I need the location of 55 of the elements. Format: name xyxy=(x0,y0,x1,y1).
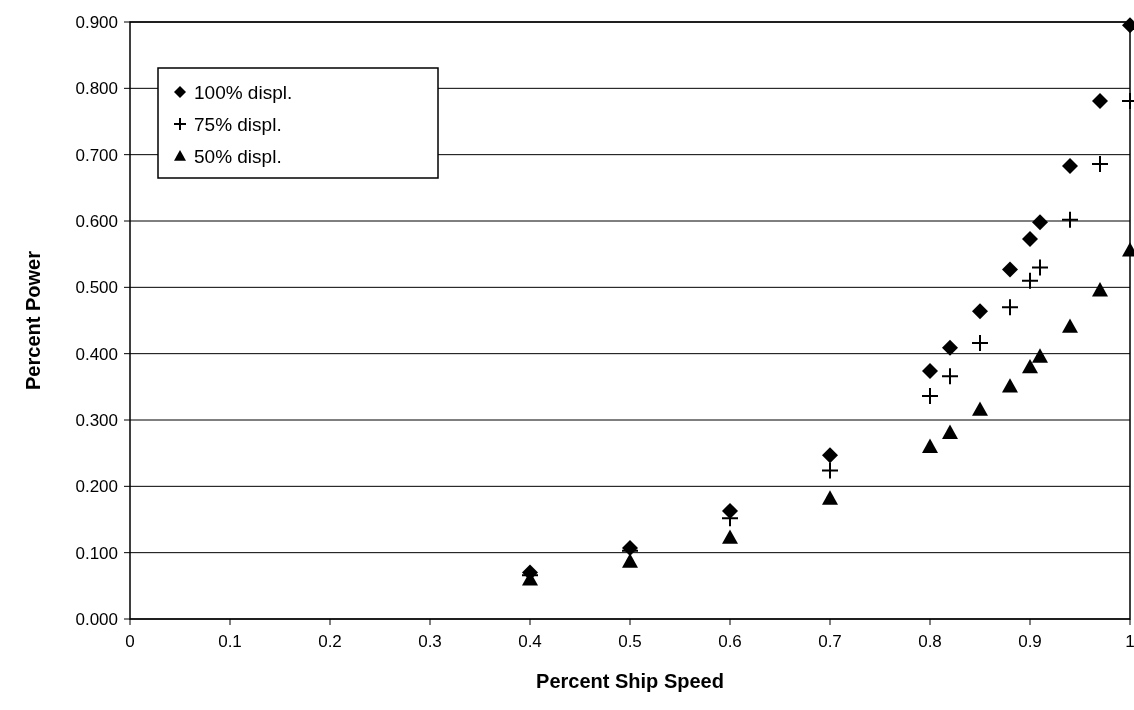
point xyxy=(921,387,939,406)
y-tick-label: 0.600 xyxy=(75,211,118,231)
y-tick-label: 0.500 xyxy=(75,278,118,298)
point xyxy=(1062,157,1078,174)
x-tick-label: 0 xyxy=(125,632,135,651)
x-tick-label: 1 xyxy=(1125,632,1134,651)
point xyxy=(942,339,958,356)
point xyxy=(1092,92,1108,109)
y-axis-title: Percent Power xyxy=(22,250,44,390)
x-tick-label: 0.5 xyxy=(618,632,642,651)
point xyxy=(821,461,839,480)
point xyxy=(941,367,959,386)
point xyxy=(1092,281,1108,297)
x-tick-label: 0.3 xyxy=(418,632,442,651)
point xyxy=(1062,318,1078,333)
x-tick-label: 0.6 xyxy=(718,632,742,651)
point xyxy=(1002,261,1018,278)
x-tick-label: 0.1 xyxy=(218,632,242,651)
y-tick-label: 0.900 xyxy=(75,12,118,32)
legend-label: 50% displ. xyxy=(194,145,282,167)
point xyxy=(722,529,738,544)
point xyxy=(1022,358,1038,374)
legend-label: 100% displ. xyxy=(194,81,293,103)
point xyxy=(971,334,989,353)
point xyxy=(1002,378,1018,393)
point xyxy=(922,362,938,379)
point xyxy=(822,447,838,464)
point xyxy=(622,553,638,568)
x-tick-label: 0.2 xyxy=(318,632,342,651)
y-tick-label: 0.000 xyxy=(75,609,118,629)
point xyxy=(1032,214,1048,231)
y-tick-label: 0.700 xyxy=(75,145,118,165)
y-tick-label: 0.800 xyxy=(75,79,118,99)
x-axis-title: Percent Ship Speed xyxy=(536,670,724,692)
point xyxy=(1001,298,1019,317)
y-tick-label: 0.400 xyxy=(75,344,118,364)
legend-label: 75% displ. xyxy=(194,113,282,135)
point xyxy=(922,438,938,453)
y-tick-label: 0.100 xyxy=(75,543,118,563)
point xyxy=(1091,154,1109,173)
y-tick-label: 0.200 xyxy=(75,477,118,497)
point xyxy=(972,303,988,320)
point xyxy=(1022,230,1038,247)
x-tick-label: 0.9 xyxy=(1018,632,1042,651)
x-tick-label: 0.7 xyxy=(818,632,842,651)
point xyxy=(1031,258,1049,277)
point xyxy=(1061,210,1079,229)
point xyxy=(972,401,988,416)
point xyxy=(1032,348,1048,363)
point xyxy=(942,424,958,439)
point xyxy=(1021,271,1039,290)
x-tick-label: 0.8 xyxy=(918,632,942,651)
point xyxy=(822,490,838,505)
x-tick-label: 0.4 xyxy=(518,632,542,651)
y-tick-label: 0.300 xyxy=(75,410,118,430)
